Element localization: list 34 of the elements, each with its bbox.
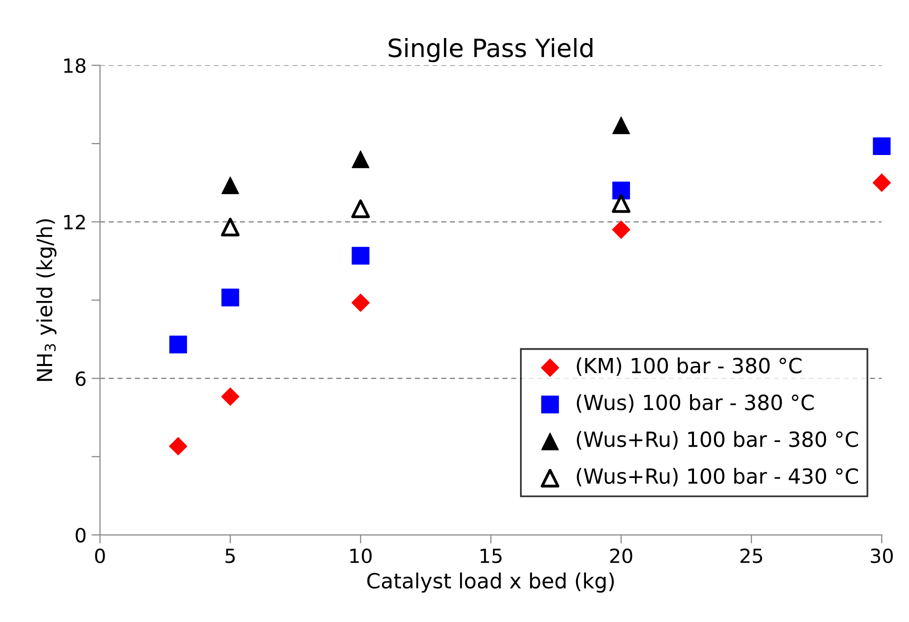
point bbox=[872, 174, 891, 192]
x-axis-title: Catalyst load x bed (kg) bbox=[367, 572, 614, 593]
point bbox=[612, 220, 630, 239]
legend-label: (Wus+Ru) 100 bar - 430 °C bbox=[576, 468, 858, 486]
y-tick-label: 18 bbox=[64, 58, 86, 73]
point bbox=[169, 437, 188, 456]
point bbox=[220, 218, 240, 236]
point bbox=[352, 246, 370, 265]
point bbox=[221, 176, 240, 194]
point bbox=[351, 294, 370, 312]
y-tick-label: 0 bbox=[76, 528, 86, 543]
x-tick-label: 30 bbox=[870, 548, 893, 564]
legend-label: (Wus+Ru) 100 bar - 380 °C bbox=[576, 431, 858, 450]
chart-title: Single Pass Yield bbox=[388, 38, 592, 62]
x-tick-label: 15 bbox=[480, 548, 502, 564]
x-tick-label: 10 bbox=[350, 548, 372, 564]
y-tick-label: 12 bbox=[64, 214, 85, 230]
x-tick-label: 25 bbox=[740, 548, 762, 564]
x-tick-label: 20 bbox=[610, 548, 632, 564]
point bbox=[612, 194, 630, 213]
y-tick-label: 6 bbox=[76, 371, 86, 386]
legend-label: (Wus) 100 bar - 380 °C bbox=[576, 394, 814, 413]
x-tick-label: 0 bbox=[95, 548, 105, 564]
point bbox=[872, 137, 891, 156]
x-tick-label: 5 bbox=[226, 548, 235, 564]
point bbox=[352, 150, 370, 168]
y-axis-title: NH$_{3}$ yield (kg/h) bbox=[36, 219, 56, 381]
point bbox=[169, 336, 188, 354]
point bbox=[221, 388, 240, 406]
point bbox=[351, 199, 370, 218]
legend-label: (KM) 100 bar - 380 °C bbox=[576, 357, 802, 376]
point bbox=[612, 116, 630, 134]
point bbox=[612, 182, 630, 200]
point bbox=[221, 288, 240, 306]
